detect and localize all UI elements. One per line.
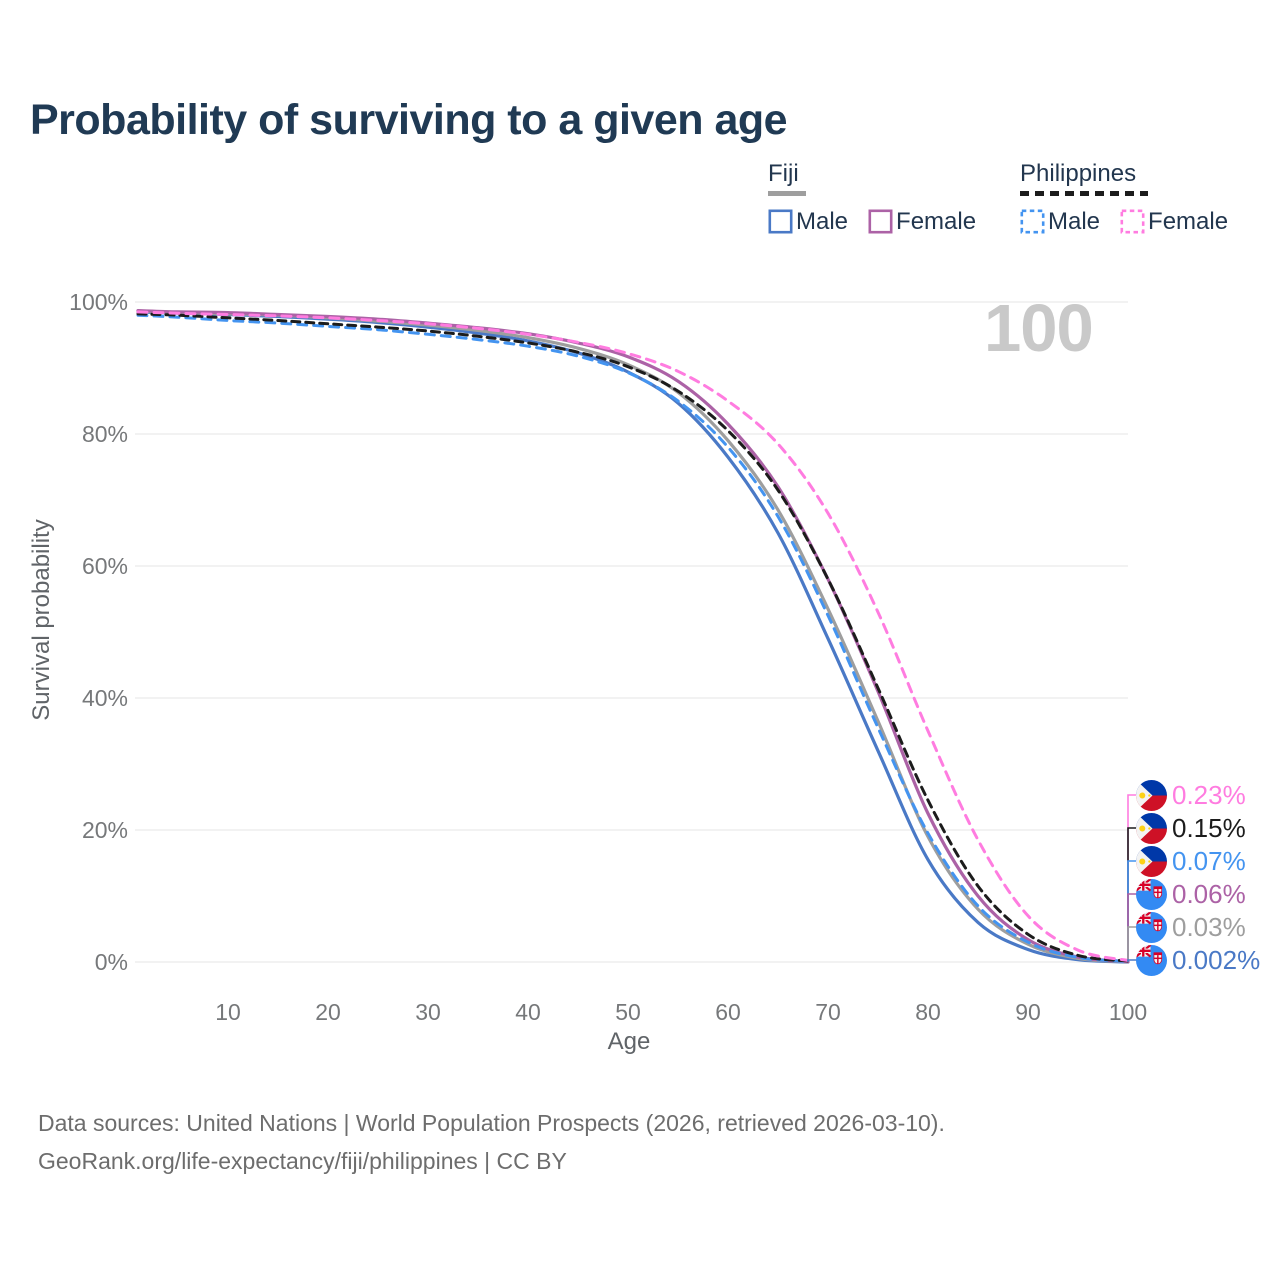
curve-fiji[interactable]: [136, 309, 1130, 964]
end-label-fiji: 0.03%: [1136, 911, 1246, 943]
y-axis-tick-labels: 0% 20% 40% 60% 80% 100%: [69, 289, 128, 975]
y-tick-100: 100%: [69, 289, 128, 315]
y-tick-20: 20%: [82, 817, 128, 843]
x-tick-10: 10: [215, 999, 241, 1025]
end-label-value: 0.03%: [1172, 912, 1246, 942]
legend-item-label: Female: [896, 207, 977, 235]
legend-swatch: [1120, 209, 1145, 234]
fiji-flag-icon: [1136, 912, 1167, 943]
hover-age-indicator: 100: [984, 291, 1094, 366]
survival-curves: [136, 309, 1130, 964]
x-tick-30: 30: [415, 999, 441, 1025]
end-label-value: 0.06%: [1172, 879, 1246, 909]
gridlines: [135, 301, 1128, 963]
curve-fiji-male[interactable]: [136, 310, 1130, 964]
fiji-flag-icon: [1136, 945, 1167, 976]
curve-fiji-female[interactable]: [136, 309, 1130, 964]
end-label-philippines-male: 0.07%: [1136, 845, 1246, 877]
legend-item-fiji-male[interactable]: Male: [768, 208, 848, 236]
footer-attribution: GeoRank.org/life-expectancy/fiji/philipp…: [38, 1148, 567, 1174]
x-tick-70: 70: [815, 999, 841, 1025]
philippines-flag-icon: [1136, 780, 1167, 811]
y-tick-40: 40%: [82, 685, 128, 711]
y-tick-80: 80%: [82, 421, 128, 447]
end-label-philippines-female: 0.23%: [1136, 779, 1246, 811]
legend-group-underline: [1020, 191, 1148, 196]
end-label-fiji-female: 0.06%: [1136, 878, 1246, 910]
x-axis-tick-labels: 10 20 30 40 50 60 70 80 90 100: [215, 999, 1147, 1025]
x-tick-80: 80: [915, 999, 941, 1025]
x-tick-40: 40: [515, 999, 541, 1025]
x-tick-60: 60: [715, 999, 741, 1025]
legend-group-fiji: Fiji Male Female: [768, 160, 976, 236]
legend-group-label[interactable]: Fiji: [768, 160, 799, 187]
legend-swatch: [768, 209, 793, 234]
x-tick-50: 50: [615, 999, 641, 1025]
legend-item-philippines-male[interactable]: Male: [1020, 208, 1100, 236]
legend-swatch: [868, 209, 893, 234]
end-label-fiji-male: 0.002%: [1136, 944, 1260, 976]
legend-item-label: Female: [1148, 207, 1229, 235]
x-tick-90: 90: [1015, 999, 1041, 1025]
footer: Data sources: United Nations | World Pop…: [38, 1104, 945, 1180]
end-label-value: 0.23%: [1172, 780, 1246, 810]
x-axis-title: Age: [607, 1028, 651, 1055]
fiji-flag-icon: [1136, 879, 1167, 910]
end-label-value: 0.07%: [1172, 846, 1246, 876]
curve-philippines-female[interactable]: [136, 310, 1130, 962]
curve-philippines[interactable]: [136, 312, 1130, 963]
y-tick-60: 60%: [82, 553, 128, 579]
y-axis-title: Survival probability: [28, 519, 55, 721]
legend-item-label: Male: [796, 207, 849, 235]
x-tick-100: 100: [1109, 999, 1147, 1025]
legend-item-fiji-female[interactable]: Female: [868, 208, 976, 236]
end-label-philippines: 0.15%: [1136, 812, 1246, 844]
end-label-value: 0.002%: [1172, 945, 1261, 975]
footer-data-sources: Data sources: United Nations | World Pop…: [38, 1110, 945, 1136]
legend-group-label[interactable]: Philippines: [1020, 160, 1137, 187]
legend-group-philippines: Philippines Male Female: [1020, 160, 1228, 236]
legend-item-philippines-female[interactable]: Female: [1120, 208, 1228, 236]
legend-swatch: [1020, 209, 1045, 234]
x-tick-20: 20: [315, 999, 341, 1025]
curve-philippines-male[interactable]: [136, 313, 1130, 963]
legend-items: Male Female: [768, 208, 976, 236]
legend-items: Male Female: [1020, 208, 1228, 236]
philippines-flag-icon: [1136, 813, 1167, 844]
legend-item-label: Male: [1048, 207, 1101, 235]
philippines-flag-icon: [1136, 846, 1167, 877]
end-label-value: 0.15%: [1172, 813, 1246, 843]
page-title: Probability of surviving to a given age: [30, 96, 788, 144]
legend-group-underline: [768, 191, 806, 196]
y-tick-0: 0%: [95, 949, 128, 975]
